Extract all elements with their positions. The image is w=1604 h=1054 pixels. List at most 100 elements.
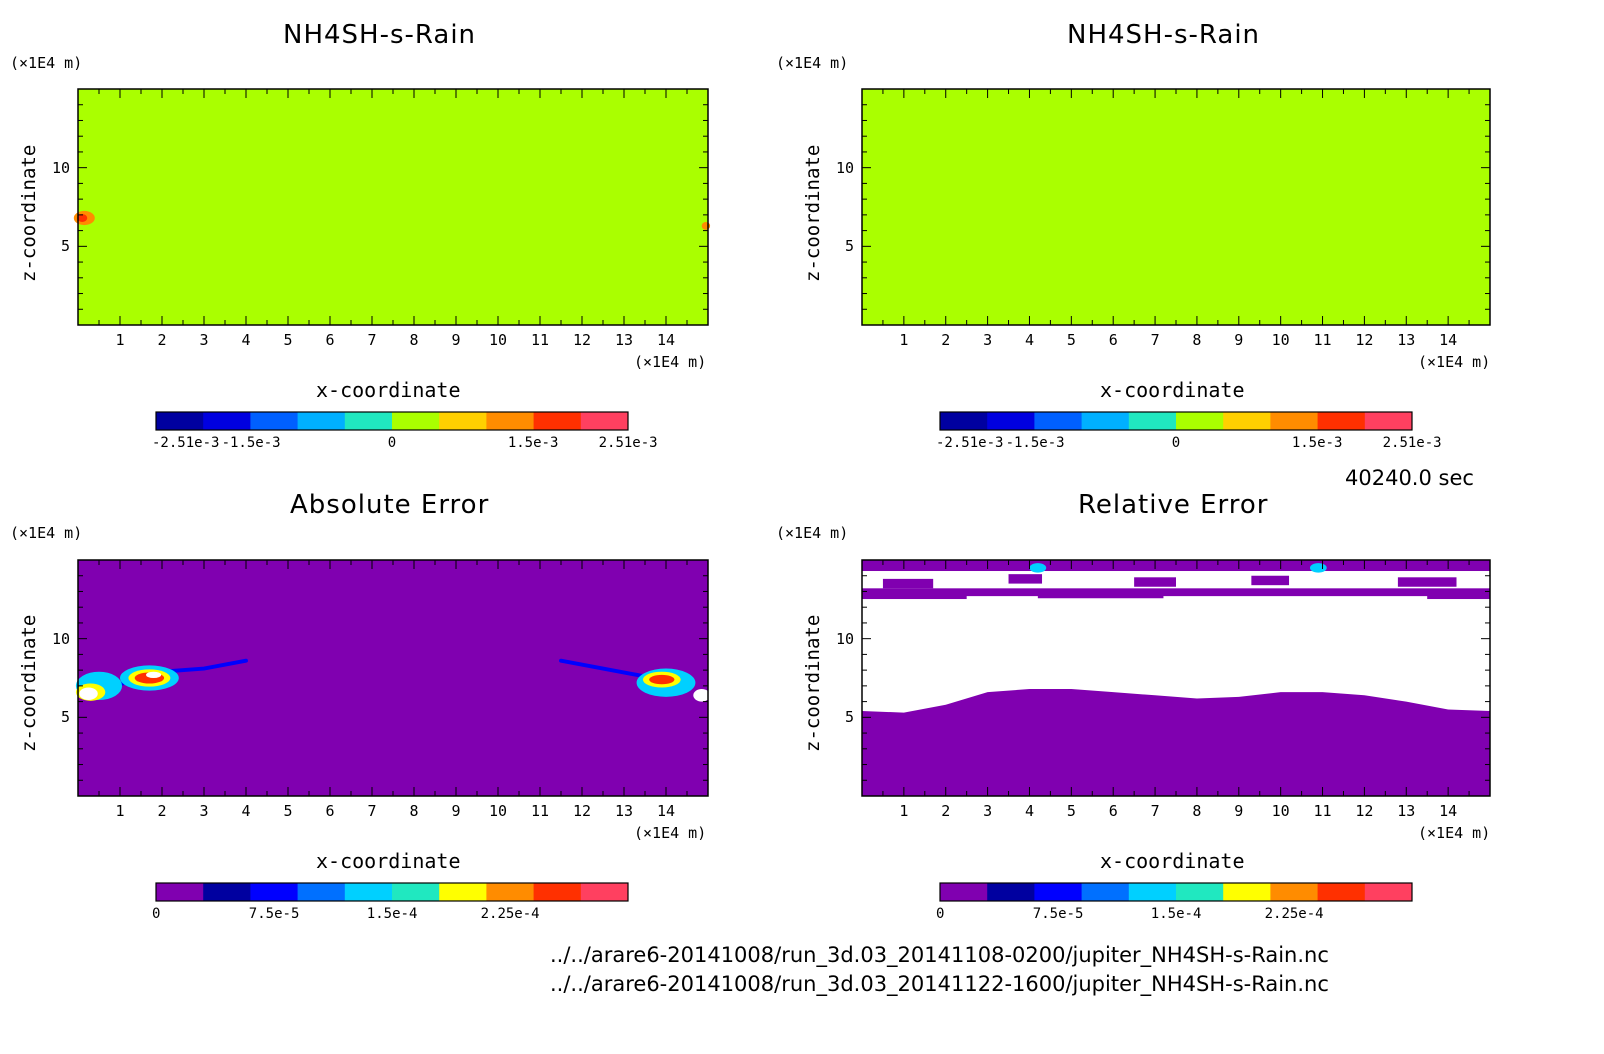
x-tick-label: 8 [409, 331, 419, 349]
x-tick-label: 1 [899, 802, 909, 820]
x-tick-label: 11 [1313, 802, 1332, 820]
x-tick-label: 4 [1024, 802, 1034, 820]
y-unit-label: (×1E4 m) [10, 54, 83, 72]
x-tick-label: 1 [899, 331, 909, 349]
y-tick-label: 5 [845, 708, 855, 727]
x-tick-label: 11 [531, 802, 550, 820]
chart-title: Absolute Error [290, 490, 490, 520]
colorbar-tick-label: 2.51e-3 [598, 435, 658, 451]
field-blob [77, 214, 88, 222]
x-tick-label: 2 [941, 802, 951, 820]
x-tick-label: 10 [1271, 802, 1290, 820]
x-tick-label: 2 [157, 802, 167, 820]
colorbar-swatch [1176, 412, 1224, 430]
x-tick-label: 3 [983, 802, 993, 820]
colorbar-swatch [533, 412, 582, 430]
plot-area [75, 559, 711, 797]
colorbar-swatch [580, 412, 629, 430]
y-tick-label: 5 [61, 237, 71, 256]
x-tick-label: 8 [409, 802, 419, 820]
x-tick-label: 14 [1439, 331, 1458, 349]
x-tick-label: 6 [325, 802, 335, 820]
colorbar-tick-label: -2.51e-3 [936, 435, 1004, 451]
x-unit-label: (×1E4 m) [1418, 824, 1491, 842]
x-tick-label: 6 [1108, 802, 1118, 820]
field-blob [79, 687, 98, 701]
purple-patch [882, 578, 934, 589]
x-tick-label: 5 [283, 331, 293, 349]
field-blob [649, 674, 675, 685]
x-tick-label: 2 [157, 331, 167, 349]
x-tick-label: 9 [1234, 331, 1244, 349]
x-tick-label: 1 [115, 802, 125, 820]
purple-patch [1008, 574, 1043, 584]
x-axis-label: x-coordinate [316, 849, 461, 873]
y-tick-label: 10 [836, 629, 855, 648]
x-tick-label: 9 [451, 802, 461, 820]
colorbar-swatch [344, 412, 393, 430]
x-axis-label: x-coordinate [316, 378, 461, 402]
y-unit-label: (×1E4 m) [776, 54, 849, 72]
field-background [862, 89, 1490, 325]
x-tick-label: 4 [241, 331, 251, 349]
colorbar-tick-label: 2.25e-4 [1264, 906, 1324, 922]
file-path-1: ../../arare6-20141008/run_3d.03_20141108… [550, 943, 1329, 967]
y-axis-label: z-coordinate [18, 614, 40, 752]
colorbar-tick-label: -2.51e-3 [152, 435, 220, 451]
colorbar-swatch [940, 412, 988, 430]
y-axis-label: z-coordinate [802, 614, 824, 752]
white-region [862, 596, 1490, 713]
colorbar [939, 411, 1413, 431]
x-tick-label: 10 [489, 802, 508, 820]
x-tick-label: 13 [1397, 331, 1416, 349]
colorbar-swatch [580, 883, 629, 901]
x-unit-label: (×1E4 m) [634, 824, 707, 842]
colorbar-swatch [1176, 883, 1224, 901]
colorbar-tick-label: 7.5e-5 [1032, 906, 1084, 922]
colorbar-swatch [203, 883, 251, 901]
colorbar-tick-label: -1.5e-3 [221, 435, 281, 451]
colorbar-swatch [203, 412, 251, 430]
colorbar-swatch [1128, 412, 1177, 430]
chart-title: NH4SH-s-Rain [1067, 20, 1261, 50]
y-axis-label: z-coordinate [18, 144, 40, 282]
colorbar-swatch [439, 883, 487, 901]
colorbar-frame [939, 882, 1413, 902]
y-tick-label: 5 [61, 708, 71, 727]
colorbar-swatch [156, 883, 204, 901]
colorbar-swatch [439, 412, 487, 430]
field-blob [693, 689, 711, 702]
plot-area [861, 559, 1491, 797]
x-unit-label: (×1E4 m) [1418, 353, 1491, 371]
colorbar-swatch [987, 883, 1035, 901]
colorbar-tick-label: 1.5e-4 [1150, 906, 1202, 922]
x-tick-label: 13 [615, 331, 634, 349]
colorbar-tick-label: 0 [1171, 435, 1181, 451]
field-streak [559, 658, 647, 679]
x-tick-label: 6 [1108, 331, 1118, 349]
x-tick-label: 3 [199, 802, 209, 820]
colorbar-swatch [1223, 412, 1271, 430]
field-background [78, 89, 708, 325]
colorbar-swatch [1317, 883, 1366, 901]
y-unit-label: (×1E4 m) [776, 524, 849, 542]
colorbar-swatch [1364, 883, 1413, 901]
time-label: 40240.0 sec [1345, 466, 1474, 490]
x-tick-label: 5 [1066, 331, 1076, 349]
colorbar-swatch [250, 883, 299, 901]
x-tick-label: 8 [1192, 802, 1202, 820]
colorbar-tick-label: 0 [152, 906, 161, 922]
x-tick-label: 7 [1150, 331, 1160, 349]
x-tick-label: 1 [115, 331, 125, 349]
x-tick-label: 12 [573, 802, 592, 820]
purple-patch [1251, 575, 1290, 586]
x-tick-label: 12 [573, 331, 592, 349]
colorbar-tick-label: 7.5e-5 [248, 906, 300, 922]
colorbar-tick-label: 2.51e-3 [1382, 435, 1442, 451]
x-tick-label: 14 [657, 802, 676, 820]
y-tick-label: 5 [845, 237, 855, 256]
y-tick-label: 10 [836, 158, 855, 177]
y-axis-label: z-coordinate [802, 144, 824, 282]
colorbar-swatch [1364, 412, 1413, 430]
colorbar [155, 882, 629, 902]
